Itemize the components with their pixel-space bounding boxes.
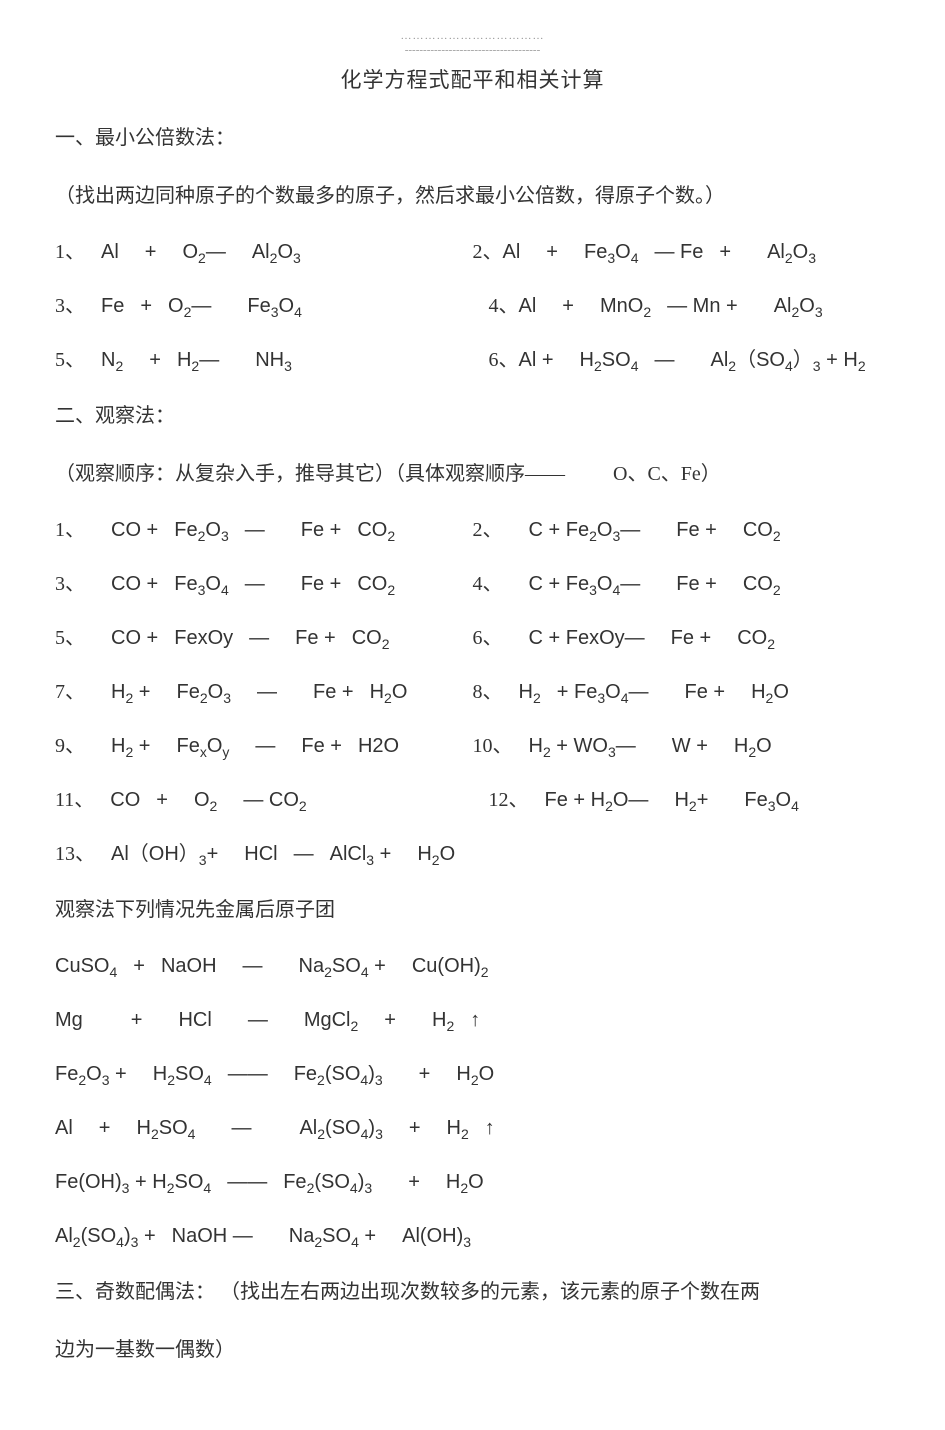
eq-cell: 1、CO +Fe2O3—Fe +CO2 bbox=[55, 514, 473, 546]
section2-explain: （观察顺序：从复杂入手，推导其它）（具体观察顺序——O、C、Fe） bbox=[55, 456, 890, 492]
eq-cell: 12、Fe + H2O—H2+Fe3O4 bbox=[473, 784, 891, 816]
plain-equation: Fe2O3 +H2SO4——Fe2(SO4)3+H2O bbox=[55, 1058, 890, 1090]
eq-cell: 11、CO+O2— CO2 bbox=[55, 784, 473, 816]
eq-number: 2、 bbox=[473, 241, 503, 263]
eq-row: 9、H2 +FexOy—Fe +H2O 10、H2 + WO3—W +H2O bbox=[55, 730, 890, 762]
eq-row: 3、Fe+O2—Fe3O4 4、Al+MnO2— Mn +Al2O3 bbox=[55, 290, 890, 322]
eq-number: 8、 bbox=[473, 681, 503, 703]
eq-number: 13、 bbox=[55, 843, 95, 865]
eq-number: 3、 bbox=[55, 573, 85, 595]
eq-row: 11、CO+O2— CO2 12、Fe + H2O—H2+Fe3O4 bbox=[55, 784, 890, 816]
eq-cell: 10、H2 + WO3—W +H2O bbox=[473, 730, 891, 762]
eq-cell: 5、CO +FexOy—Fe +CO2 bbox=[55, 622, 473, 654]
eq-cell: 4、Al+MnO2— Mn +Al2O3 bbox=[473, 290, 891, 322]
plain-equation: Mg+HCl—MgCl2+H2↑ bbox=[55, 1004, 890, 1036]
plain-equation: Al2(SO4)3 +NaOH —Na2SO4 +Al(OH)3 bbox=[55, 1220, 890, 1252]
eq-cell: 9、H2 +FexOy—Fe +H2O bbox=[55, 730, 473, 762]
eq-number: 9、 bbox=[55, 735, 85, 757]
eq-row: 5、N2+H2—NH3 6、Al +H2SO4—Al2（SO4）3 + H2 bbox=[55, 344, 890, 376]
eq-row: 5、CO +FexOy—Fe +CO2 6、C + FexOy—Fe +CO2 bbox=[55, 622, 890, 654]
eq-cell: 6、Al +H2SO4—Al2（SO4）3 + H2 bbox=[473, 344, 891, 376]
eq-number: 10、 bbox=[473, 735, 513, 757]
plain-equation: CuSO4+NaOH—Na2SO4 +Cu(OH)2 bbox=[55, 950, 890, 982]
eq-number: 5、 bbox=[55, 349, 85, 371]
page-title: 化学方程式配平和相关计算 bbox=[55, 64, 890, 94]
eq-cell: 7、H2 +Fe2O3—Fe +H2O bbox=[55, 676, 473, 708]
plain-equation: Al+H2SO4—Al2(SO4)3+H2↑ bbox=[55, 1112, 890, 1144]
section1-explain: （找出两边同种原子的个数最多的原子，然后求最小公倍数，得原子个数。） bbox=[55, 178, 890, 214]
eq-number: 1、 bbox=[55, 519, 85, 541]
eq-number: 1、 bbox=[55, 241, 85, 263]
eq-number: 6、 bbox=[473, 627, 503, 649]
eq-number: 6、 bbox=[489, 349, 519, 371]
eq-number: 3、 bbox=[55, 295, 85, 317]
section3-heading-line1: 三、奇数配偶法： （找出左右两边出现次数较多的元素，该元素的原子个数在两 bbox=[55, 1274, 890, 1310]
eq-cell: 6、C + FexOy—Fe +CO2 bbox=[473, 622, 891, 654]
section2-heading: 二、观察法： bbox=[55, 398, 890, 434]
eq-cell: 2、Al+Fe3O4— Fe+Al2O3 bbox=[473, 236, 891, 268]
plain-equation: Fe(OH)3 + H2SO4——Fe2(SO4)3+H2O bbox=[55, 1166, 890, 1198]
eq-row: 13、Al（OH）3+HCl—AlCl3 +H2O bbox=[55, 838, 890, 870]
eq-number: 4、 bbox=[489, 295, 519, 317]
section2-sub-explain: 观察法下列情况先金属后原子团 bbox=[55, 892, 890, 928]
section1-heading: 一、最小公倍数法： bbox=[55, 120, 890, 156]
eq-row: 3、CO +Fe3O4—Fe +CO2 4、C + Fe3O4—Fe +CO2 bbox=[55, 568, 890, 600]
eq-number: 4、 bbox=[473, 573, 503, 595]
eq-cell: 1、Al+O2—Al2O3 bbox=[55, 236, 473, 268]
eq-cell: 8、H2+ Fe3O4—Fe +H2O bbox=[473, 676, 891, 708]
eq-cell: 3、Fe+O2—Fe3O4 bbox=[55, 290, 473, 322]
eq-number: 7、 bbox=[55, 681, 85, 703]
eq-row: 7、H2 +Fe2O3—Fe +H2O 8、H2+ Fe3O4—Fe +H2O bbox=[55, 676, 890, 708]
eq-row: 1、CO +Fe2O3—Fe +CO2 2、C + Fe2O3—Fe +CO2 bbox=[55, 514, 890, 546]
eq-number: 11、 bbox=[55, 789, 94, 811]
eq-number: 5、 bbox=[55, 627, 85, 649]
section3-heading-line2: 边为一基数一偶数） bbox=[55, 1332, 890, 1368]
eq-row: 1、Al+O2—Al2O3 2、Al+Fe3O4— Fe+Al2O3 bbox=[55, 236, 890, 268]
eq-cell: 4、C + Fe3O4—Fe +CO2 bbox=[473, 568, 891, 600]
header-cutoff-text: ……………………………… bbox=[55, 30, 890, 42]
eq-number: 2、 bbox=[473, 519, 503, 541]
eq-cell: 2、C + Fe2O3—Fe +CO2 bbox=[473, 514, 891, 546]
header-dashes: ------------------------------------- bbox=[55, 44, 890, 56]
eq-cell: 5、N2+H2—NH3 bbox=[55, 344, 473, 376]
eq-number: 12、 bbox=[489, 789, 529, 811]
eq-cell: 3、CO +Fe3O4—Fe +CO2 bbox=[55, 568, 473, 600]
